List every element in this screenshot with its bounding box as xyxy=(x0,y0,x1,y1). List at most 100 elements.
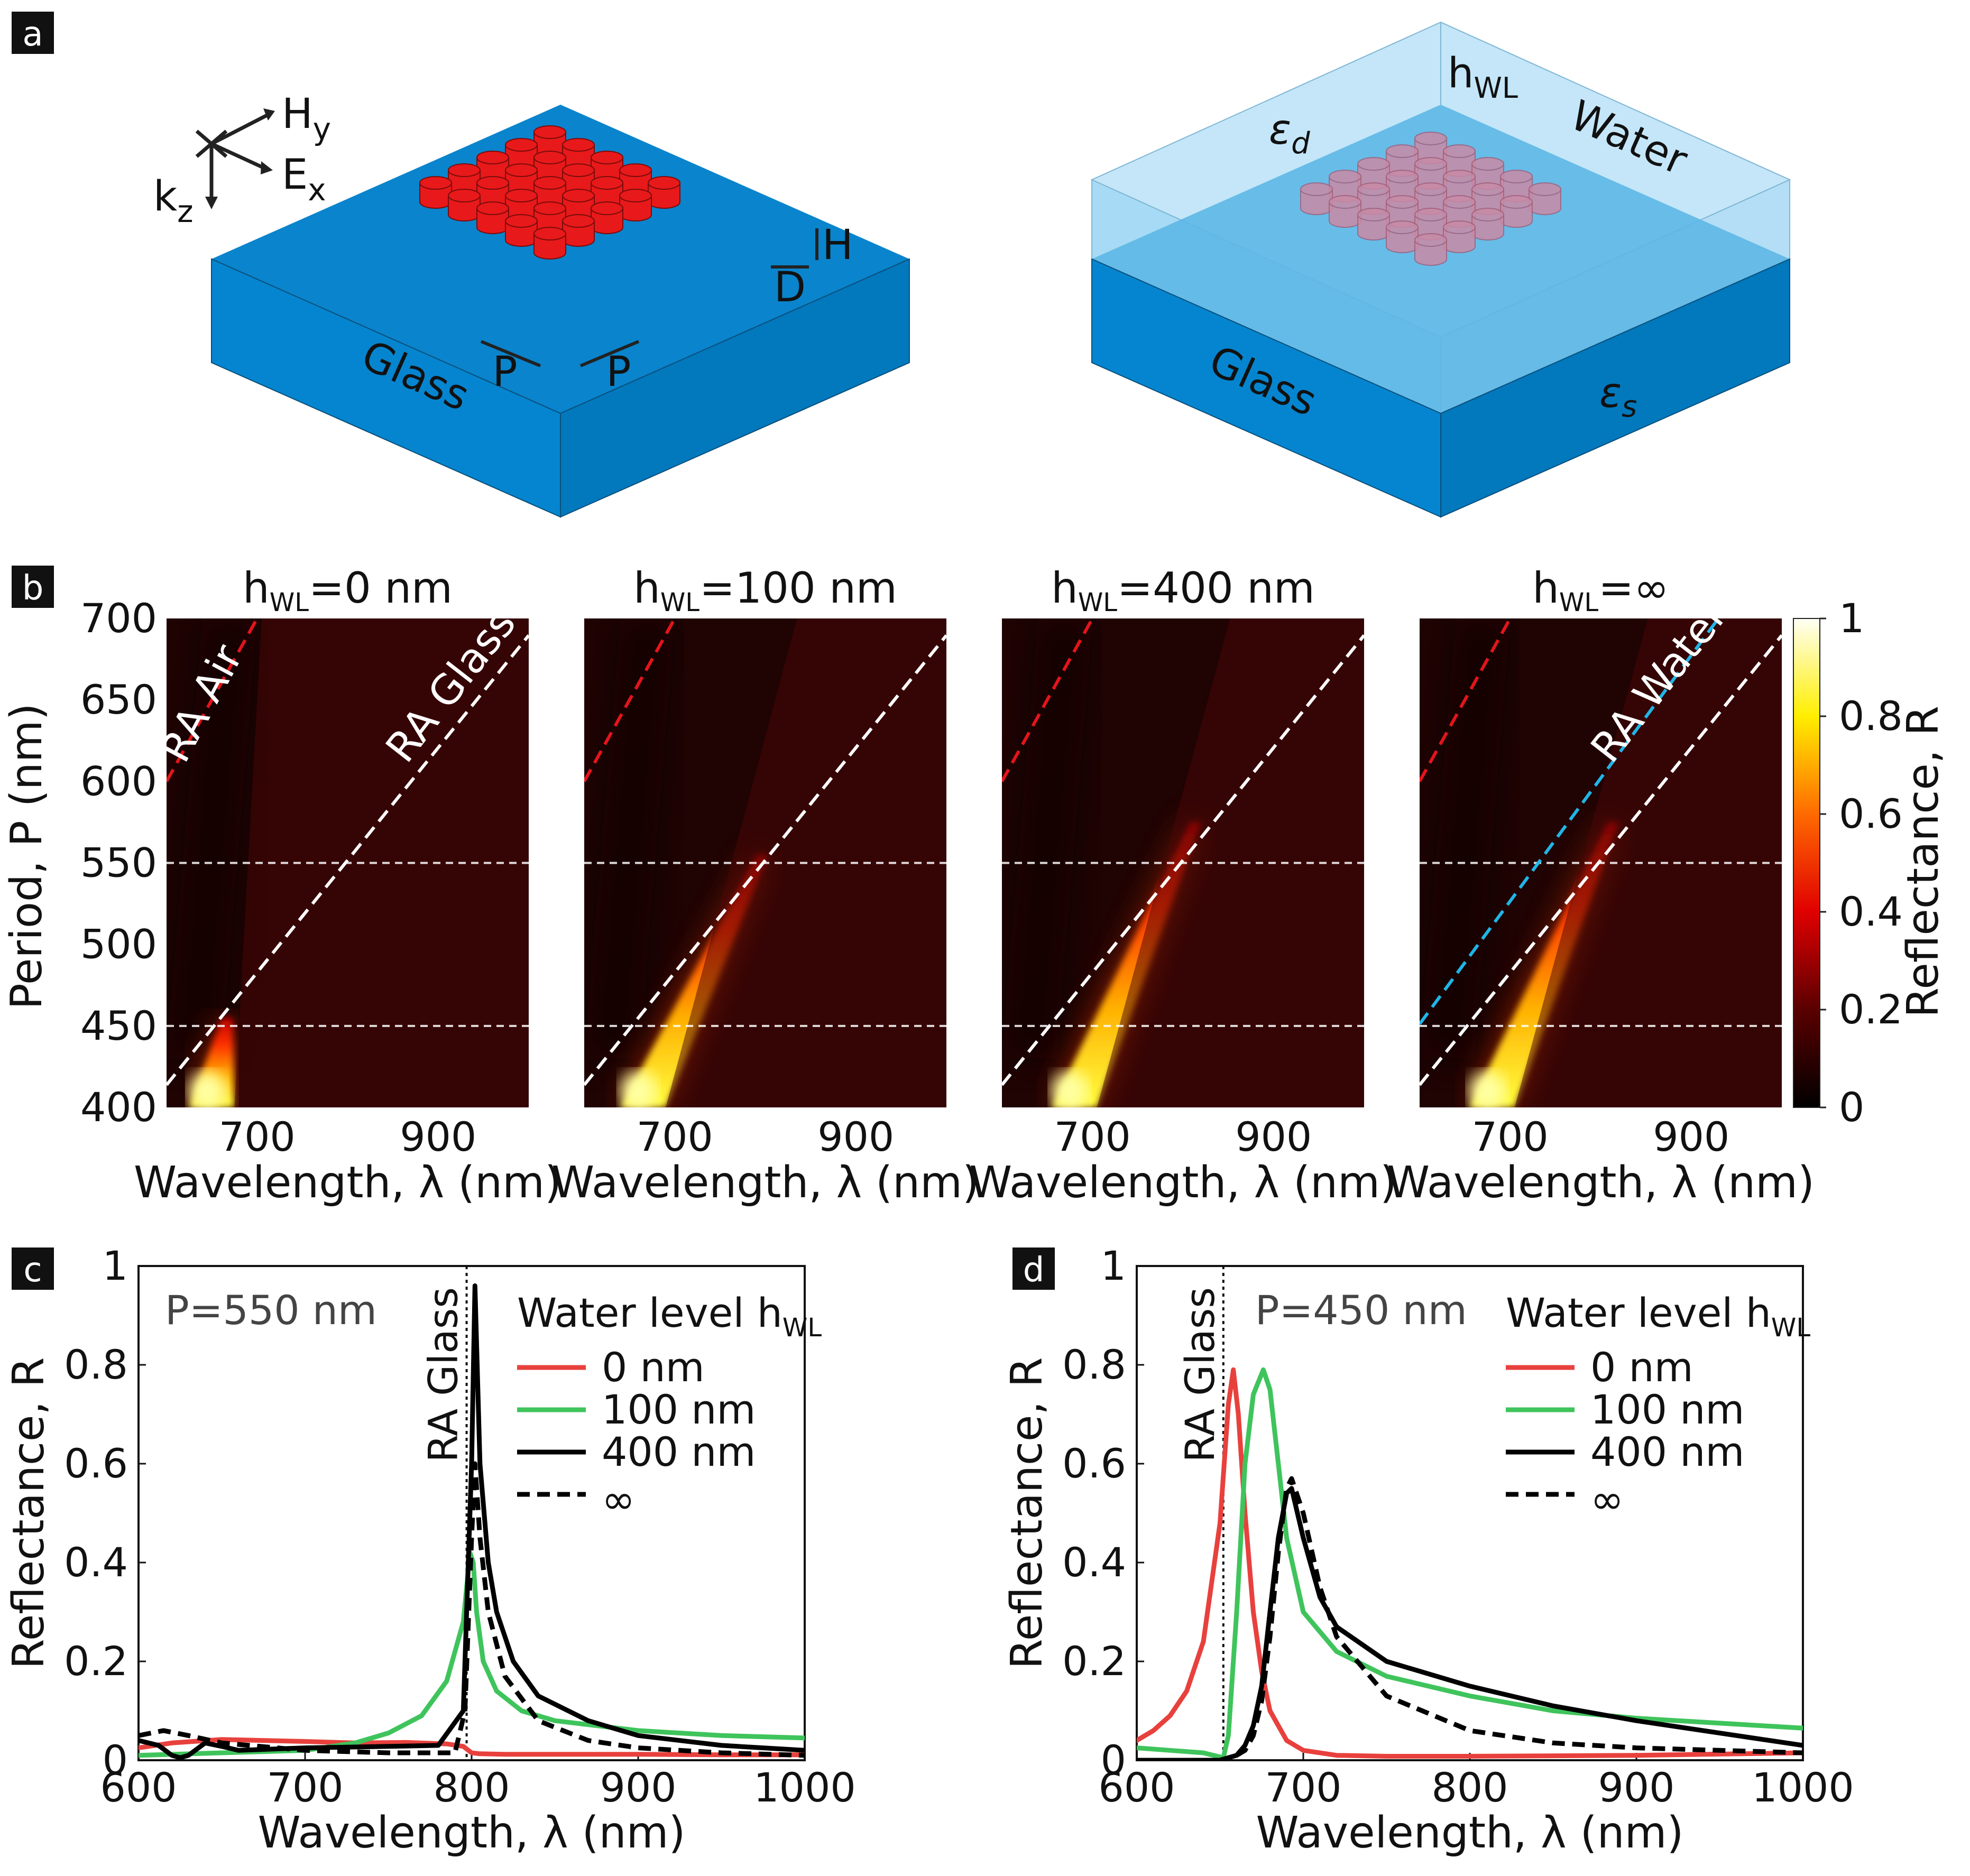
axes-indicator xyxy=(195,108,275,209)
ra-glass-vline-label: RA Glass xyxy=(420,1287,467,1463)
x-tick-label: 1000 xyxy=(753,1764,855,1811)
ra-air-line xyxy=(1002,618,1094,782)
ra-glass-line xyxy=(167,634,529,1086)
pillar-top xyxy=(419,176,452,190)
pillar-top xyxy=(533,227,566,241)
line-chart-c: 600 700 800 900 1000 0 0.2 0.4 0.6 0.8 1 Wavelength… xyxy=(4,1242,856,1858)
pillar xyxy=(1386,170,1419,202)
pillar-top xyxy=(619,163,652,177)
series-line-infinity xyxy=(139,1461,805,1758)
title-sub: WL xyxy=(1078,588,1117,617)
svg-text:a: a xyxy=(22,15,43,54)
ra-glass-line xyxy=(1420,634,1782,1086)
svg-text:d: d xyxy=(1023,1251,1045,1290)
pillar xyxy=(591,176,623,209)
series-line-400-nm xyxy=(139,1283,805,1760)
pillar-top xyxy=(1414,157,1447,171)
pillar-top xyxy=(1357,182,1390,196)
heatmap-x-axis-label: Wavelength, λ (nm) xyxy=(969,1158,1397,1208)
title-sub: WL xyxy=(1559,588,1598,617)
pillar-top xyxy=(505,214,538,228)
pillar xyxy=(1329,170,1361,202)
legend-title-sub: WL xyxy=(1771,1313,1810,1343)
pillar xyxy=(505,138,538,171)
pillar xyxy=(1414,132,1447,164)
pillar-top xyxy=(1329,170,1361,183)
x-tick-label: 700 xyxy=(1054,1113,1131,1160)
pillar xyxy=(562,214,595,247)
pillar xyxy=(448,163,481,196)
panel-label-c: c xyxy=(12,1247,54,1290)
pillar xyxy=(1471,208,1504,241)
legend-entry-label: 400 nm xyxy=(1590,1428,1744,1475)
diameter-label: D xyxy=(774,264,806,311)
colorbar-ticks: 1 0.8 0.6 0.4 0.2 0 xyxy=(1820,595,1903,1131)
pillar-top xyxy=(448,163,481,177)
y-tick-label: 400 xyxy=(80,1084,157,1131)
background-wash xyxy=(234,618,529,1107)
heatmap-content xyxy=(1002,618,1364,1107)
pillar-top xyxy=(505,138,538,152)
y-tick-label: 0.2 xyxy=(1062,1638,1126,1685)
pillar xyxy=(1329,195,1361,228)
pillar xyxy=(1529,182,1561,215)
x-axis-label: Wavelength, λ (nm) xyxy=(1256,1808,1684,1858)
legend-entry-label: ∞ xyxy=(1590,1476,1624,1523)
pillar xyxy=(476,201,509,234)
pillar xyxy=(1357,182,1390,215)
svg-text:b: b xyxy=(22,569,44,608)
pillar-top xyxy=(1443,220,1476,234)
colorbar-tick-label: 0 xyxy=(1839,1084,1864,1131)
y-tick-label: 0.4 xyxy=(64,1539,128,1586)
ra-air-line xyxy=(584,618,676,782)
y-tick-label: 500 xyxy=(80,921,157,968)
y-tick-label: 650 xyxy=(80,676,157,723)
panel-label-a: a xyxy=(12,12,54,54)
y-tick-label: 550 xyxy=(80,839,157,886)
pillar xyxy=(1443,195,1476,228)
pillar-top xyxy=(562,138,595,152)
legend-title: Water level hWL xyxy=(1506,1289,1810,1343)
pillar xyxy=(1500,195,1533,228)
legend-title-main: Water level h xyxy=(1506,1289,1771,1336)
colorbar-gradient xyxy=(1793,618,1820,1108)
ra-glass-line xyxy=(1002,634,1364,1086)
period-annotation: P=550 nm xyxy=(165,1287,377,1334)
pillar-top xyxy=(591,176,623,190)
pillar-top xyxy=(1386,195,1419,209)
panel-label-d: d xyxy=(1012,1247,1055,1290)
title-main: h xyxy=(243,563,270,613)
dark-band xyxy=(1002,618,1093,1059)
period-label-1: P xyxy=(492,348,517,396)
pillar-top xyxy=(1500,170,1533,183)
pillar-top xyxy=(1443,195,1476,209)
pillar-top xyxy=(1386,170,1419,183)
pillar-top xyxy=(648,176,680,190)
eps-s-label: εs xyxy=(1599,369,1637,424)
pillar xyxy=(1386,220,1419,253)
x-tick-label: 800 xyxy=(1431,1764,1508,1811)
legend-title-main: Water level h xyxy=(517,1289,783,1336)
y-tick-label: 0.8 xyxy=(64,1341,128,1388)
resonance-peak xyxy=(1051,1071,1089,1107)
x-tick-label: 600 xyxy=(100,1764,177,1811)
heatmap-title: hWL=0 nm xyxy=(243,563,453,617)
heatmap-content xyxy=(167,618,529,1107)
legend-entry-label: 400 nm xyxy=(602,1428,756,1475)
schematic-left: Hy Ex kz Glass P P H D xyxy=(153,90,910,518)
colorbar: 1 0.8 0.6 0.4 0.2 0 Reflectance, R xyxy=(1793,595,1948,1131)
pillar-top xyxy=(505,163,538,177)
ra-air-line xyxy=(167,618,259,782)
heatmap-x-axis-label: Wavelength, λ (nm) xyxy=(1387,1158,1815,1208)
schematic-right: εd hWL Water Glass εs xyxy=(1090,21,1791,518)
x-tick-label: 900 xyxy=(1598,1764,1674,1811)
pillar-top xyxy=(591,201,623,215)
pillar-top xyxy=(533,201,566,215)
x-tick-label: 900 xyxy=(817,1113,894,1160)
pillar-top xyxy=(476,176,509,190)
pillar-top xyxy=(1414,132,1447,145)
legend-title: Water level hWL xyxy=(517,1289,822,1343)
